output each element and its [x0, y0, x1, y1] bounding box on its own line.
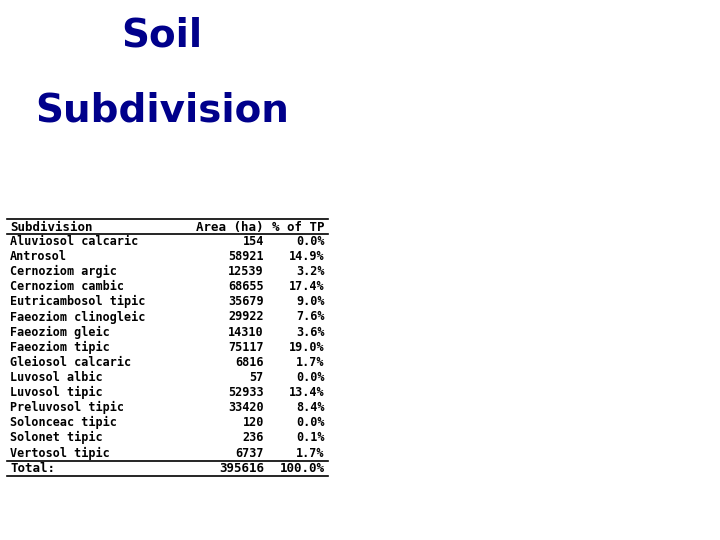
Text: Preluvosol tipic: Preluvosol tipic — [10, 401, 124, 414]
Text: 8.4%: 8.4% — [296, 401, 325, 414]
Text: Area (ha): Area (ha) — [197, 220, 264, 233]
Text: Solonceac tipic: Solonceac tipic — [10, 416, 117, 429]
Text: 33420: 33420 — [228, 401, 264, 414]
Text: 7.6%: 7.6% — [296, 310, 325, 323]
Text: Cernoziom cambic: Cernoziom cambic — [10, 280, 124, 293]
Text: 6737: 6737 — [235, 447, 264, 460]
Text: 0.0%: 0.0% — [296, 235, 325, 248]
Text: 0.0%: 0.0% — [296, 371, 325, 384]
Text: Cernoziom argic: Cernoziom argic — [10, 265, 117, 278]
Text: 19.0%: 19.0% — [289, 341, 325, 354]
Text: 14.9%: 14.9% — [289, 250, 325, 263]
Text: 0.0%: 0.0% — [296, 416, 325, 429]
Text: Faeoziom gleic: Faeoziom gleic — [10, 326, 110, 339]
Text: Vertosol tipic: Vertosol tipic — [10, 447, 110, 460]
Text: 395616: 395616 — [219, 462, 264, 475]
Text: Subdivision: Subdivision — [10, 220, 93, 233]
Text: 14310: 14310 — [228, 326, 264, 339]
Text: 58921: 58921 — [228, 250, 264, 263]
Text: 0.1%: 0.1% — [296, 431, 325, 444]
Text: Antrosol: Antrosol — [10, 250, 67, 263]
Text: 35679: 35679 — [228, 295, 264, 308]
Text: 1.7%: 1.7% — [296, 356, 325, 369]
Text: Faeoziom clinogleic: Faeoziom clinogleic — [10, 310, 145, 323]
Text: 9.0%: 9.0% — [296, 295, 325, 308]
Text: Subdivision: Subdivision — [35, 92, 289, 130]
Text: 3.2%: 3.2% — [296, 265, 325, 278]
Text: 57: 57 — [250, 371, 264, 384]
Text: Faeoziom tipic: Faeoziom tipic — [10, 341, 110, 354]
Text: 100.0%: 100.0% — [280, 462, 325, 475]
Text: 154: 154 — [243, 235, 264, 248]
Text: 52933: 52933 — [228, 386, 264, 399]
Text: 29922: 29922 — [228, 310, 264, 323]
Text: 68655: 68655 — [228, 280, 264, 293]
Text: Total:: Total: — [10, 462, 55, 475]
Text: 1.7%: 1.7% — [296, 447, 325, 460]
Text: % of TP: % of TP — [272, 220, 325, 233]
Text: 236: 236 — [243, 431, 264, 444]
Text: Luvosol albic: Luvosol albic — [10, 371, 103, 384]
Text: Gleiosol calcaric: Gleiosol calcaric — [10, 356, 131, 369]
Text: 75117: 75117 — [228, 341, 264, 354]
Text: Luvosol tipic: Luvosol tipic — [10, 386, 103, 399]
Text: 3.6%: 3.6% — [296, 326, 325, 339]
Text: Soil: Soil — [122, 16, 202, 54]
Text: Eutricambosol tipic: Eutricambosol tipic — [10, 295, 145, 308]
Text: Aluviosol calcaric: Aluviosol calcaric — [10, 235, 138, 248]
Text: 120: 120 — [243, 416, 264, 429]
Text: 17.4%: 17.4% — [289, 280, 325, 293]
Text: Solonet tipic: Solonet tipic — [10, 431, 103, 444]
Text: 13.4%: 13.4% — [289, 386, 325, 399]
Text: 6816: 6816 — [235, 356, 264, 369]
Text: 12539: 12539 — [228, 265, 264, 278]
